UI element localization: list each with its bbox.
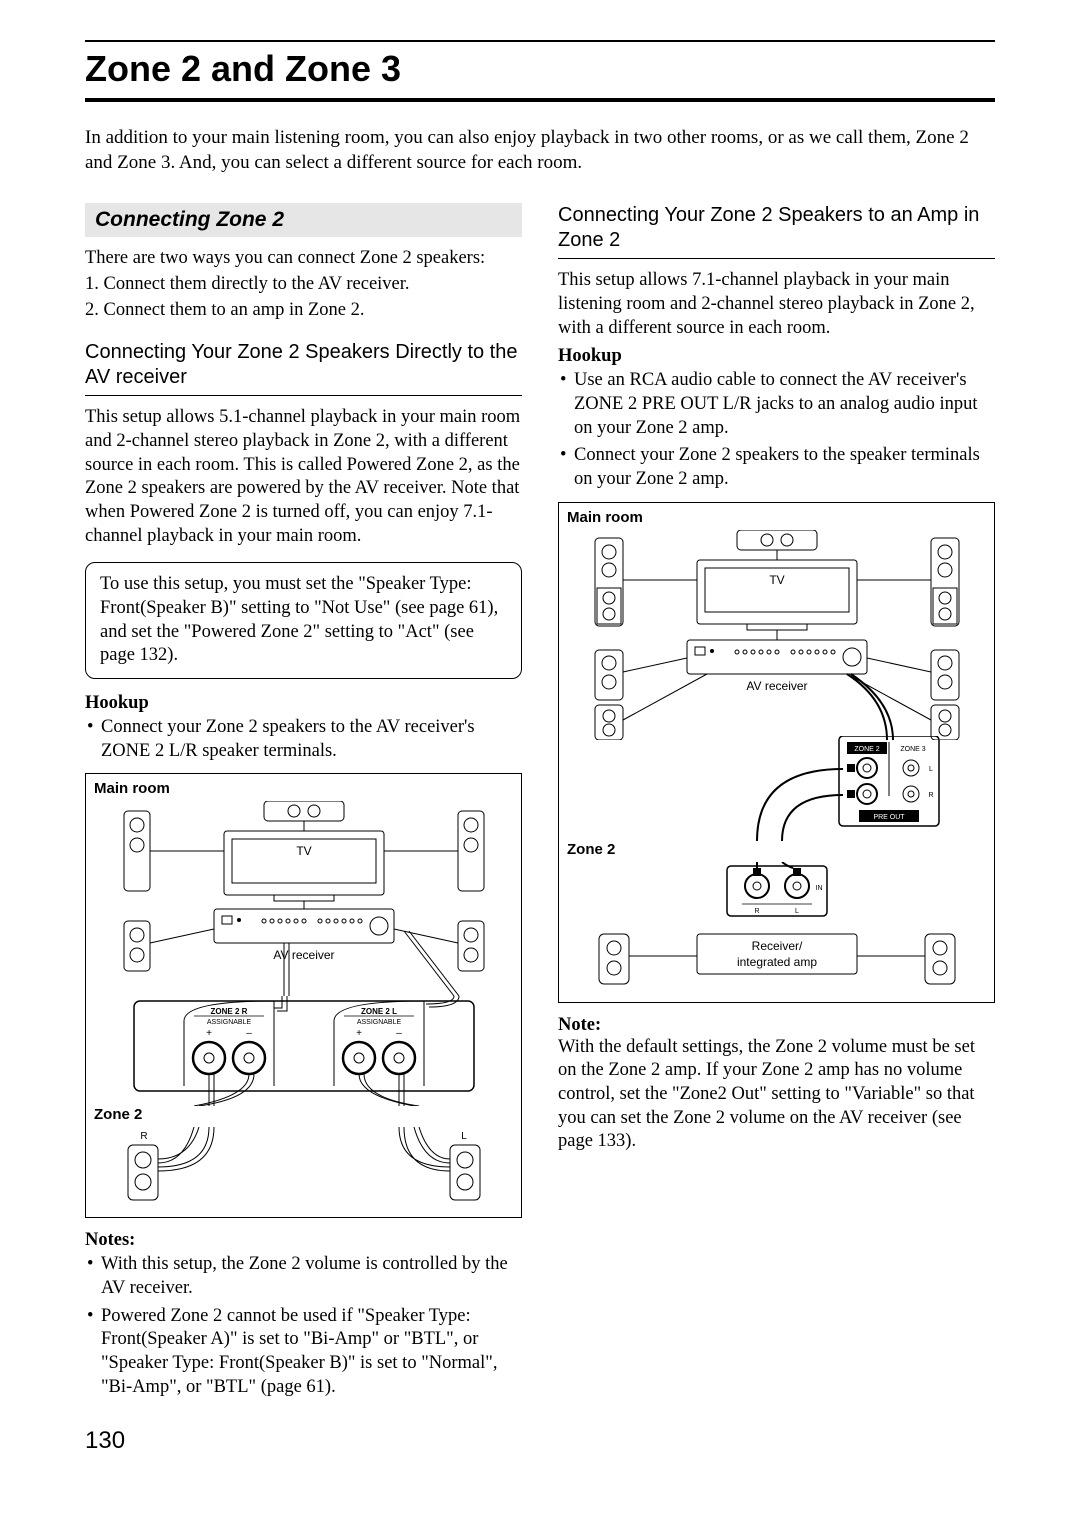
preout-panel-icon: ZONE 2 ZONE 3 L R PRE OUT — [587, 736, 967, 841]
svg-text:ZONE 2: ZONE 2 — [854, 746, 879, 753]
svg-text:L: L — [795, 908, 799, 915]
svg-text:ZONE 3: ZONE 3 — [900, 746, 925, 753]
svg-text:–: – — [396, 1028, 402, 1039]
direct-description: This setup allows 5.1-channel playback i… — [85, 406, 522, 548]
hookup-bullet-right-1: Use an RCA audio cable to connect the AV… — [558, 369, 995, 440]
zone2-label-left: Zone 2 — [94, 1106, 513, 1123]
svg-text:R: R — [754, 908, 759, 915]
main-room-diagram-icon: TV AV receiver — [114, 801, 494, 996]
svg-text:ZONE 2 L: ZONE 2 L — [360, 1007, 396, 1016]
svg-text:Receiver/: Receiver/ — [751, 939, 802, 953]
svg-text:AV receiver: AV receiver — [273, 948, 334, 962]
svg-text:R: R — [140, 1131, 147, 1142]
svg-text:TV: TV — [769, 573, 784, 587]
note-left-2: Powered Zone 2 cannot be used if "Speake… — [85, 1305, 522, 1400]
page-number: 130 — [85, 1427, 995, 1455]
zone2-label-right: Zone 2 — [567, 841, 986, 858]
svg-text:IN: IN — [815, 885, 822, 892]
way-2: 2. Connect them to an amp in Zone 2. — [85, 299, 522, 323]
main-room-right-diagram-icon: TV AV receiver — [587, 530, 967, 740]
svg-text:AV receiver: AV receiver — [746, 679, 807, 693]
main-room-label-right: Main room — [567, 509, 986, 526]
diagram-direct-connection: Main room TV — [85, 773, 522, 1218]
diagram-amp-connection: Main room TV — [558, 502, 995, 1003]
subheading-amp-in-zone2: Connecting Your Zone 2 Speakers to an Am… — [558, 203, 995, 259]
zone2-amp-speakers-icon: Receiver/ integrated amp — [587, 922, 967, 992]
way-1: 1. Connect them directly to the AV recei… — [85, 273, 522, 297]
svg-text:TV: TV — [296, 844, 311, 858]
right-column: Connecting Your Zone 2 Speakers to an Am… — [558, 203, 995, 1403]
svg-text:–: – — [246, 1028, 252, 1039]
amp-description: This setup allows 7.1-channel playback i… — [558, 269, 995, 340]
note-heading-right: Note: — [558, 1015, 995, 1036]
zone2-amp-in-panel-icon: IN R L — [587, 862, 967, 922]
hookup-bullet-left-1: Connect your Zone 2 speakers to the AV r… — [85, 716, 522, 763]
intro-paragraph: In addition to your main listening room,… — [85, 126, 995, 175]
svg-text:+: + — [356, 1028, 362, 1039]
page-title: Zone 2 and Zone 3 — [85, 40, 995, 102]
main-room-label: Main room — [94, 780, 513, 797]
zone2-terminal-panel-icon: ZONE 2 R ASSIGNABLE + – ZONE 2 L ASSIGNA… — [114, 996, 494, 1106]
hookup-bullet-right-2: Connect your Zone 2 speakers to the spea… — [558, 444, 995, 491]
svg-text:integrated amp: integrated amp — [736, 955, 816, 969]
svg-text:ASSIGNABLE: ASSIGNABLE — [206, 1019, 251, 1026]
hookup-heading-right: Hookup — [558, 346, 995, 367]
svg-text:ZONE 2 R: ZONE 2 R — [210, 1007, 247, 1016]
svg-text:ASSIGNABLE: ASSIGNABLE — [356, 1019, 401, 1026]
notes-heading-left: Notes: — [85, 1230, 522, 1251]
left-column: Connecting Zone 2 There are two ways you… — [85, 203, 522, 1403]
svg-text:+: + — [206, 1028, 212, 1039]
svg-text:PRE OUT: PRE OUT — [873, 814, 905, 821]
svg-text:L: L — [929, 766, 933, 773]
svg-text:R: R — [928, 792, 933, 799]
settings-callout: To use this setup, you must set the "Spe… — [85, 562, 522, 679]
note-left-1: With this setup, the Zone 2 volume is co… — [85, 1253, 522, 1300]
svg-text:L: L — [461, 1131, 467, 1142]
two-ways-intro: There are two ways you can connect Zone … — [85, 247, 522, 271]
subheading-direct-to-avr: Connecting Your Zone 2 Speakers Directly… — [85, 340, 522, 396]
zone2-speakers-icon: R L — [114, 1127, 494, 1207]
hookup-heading-left: Hookup — [85, 693, 522, 714]
note-right-1: With the default settings, the Zone 2 vo… — [558, 1036, 995, 1154]
section-heading-connecting-zone-2: Connecting Zone 2 — [85, 203, 522, 237]
